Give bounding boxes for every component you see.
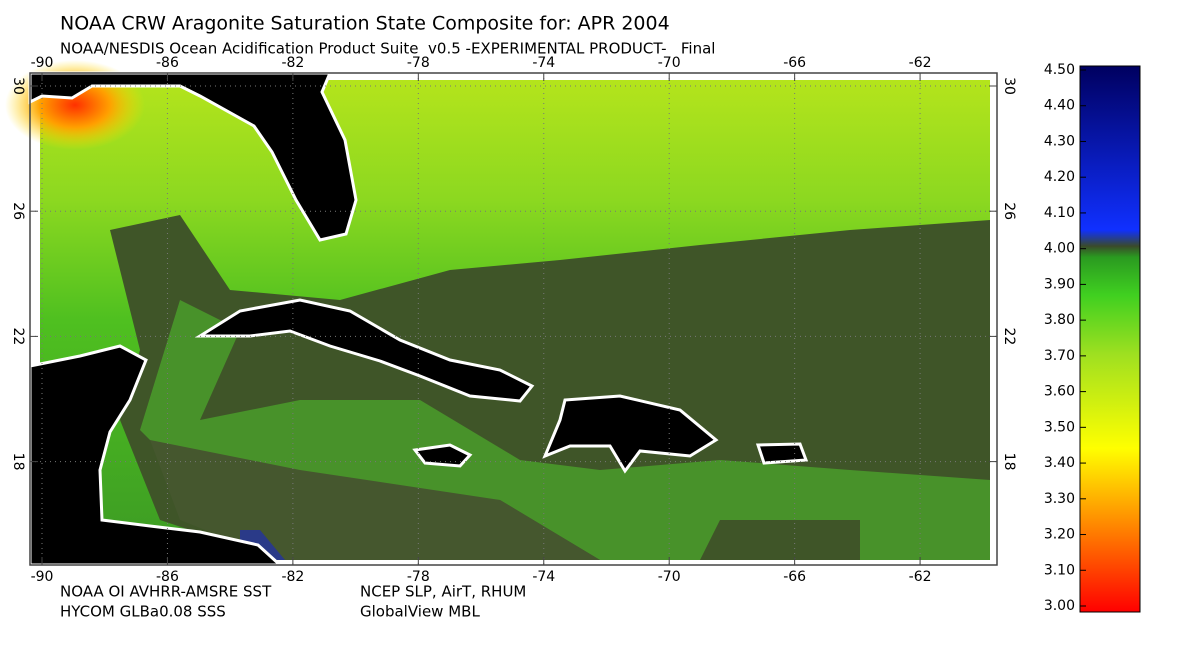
colorbar-label: 3.40: [1044, 455, 1075, 471]
colorbar-label: 4.50: [1044, 62, 1075, 78]
lon-tick-label: -86: [156, 55, 179, 71]
colorbar-label: 3.80: [1044, 312, 1075, 328]
lat-tick-label: 22: [10, 327, 26, 345]
colorbar-label: 4.00: [1044, 241, 1075, 257]
colorbar-label: 4.20: [1044, 169, 1075, 185]
footer-source: NCEP SLP, AirT, RHUM: [360, 583, 526, 601]
lat-tick-label: 18: [1001, 453, 1017, 471]
subtitle: NOAA/NESDIS Ocean Acidification Product …: [60, 40, 715, 58]
land-north: [28, 71, 358, 242]
title: NOAA CRW Aragonite Saturation State Comp…: [60, 13, 670, 35]
colorbar: [1079, 65, 1141, 613]
lat-tick-label: 30: [10, 77, 26, 95]
lon-tick-label: -66: [783, 55, 806, 71]
low-region-south: [150, 440, 600, 560]
colorbar-label: 3.90: [1044, 276, 1075, 292]
lat-tick-label: 30: [1001, 77, 1017, 95]
colorbar-label: 3.60: [1044, 384, 1075, 400]
lon-tick-label: -74: [532, 55, 555, 71]
lat-tick-label: 26: [10, 202, 26, 220]
puerto-rico: [755, 442, 809, 465]
lon-tick-label: -62: [909, 55, 932, 71]
footer-source: HYCOM GLBa0.08 SSS: [60, 603, 226, 621]
lon-tick-label: -70: [658, 55, 681, 71]
lon-tick-label: -78: [407, 55, 430, 71]
lat-tick-label: 26: [1001, 202, 1017, 220]
jamaica: [412, 443, 473, 468]
map-frame: [29, 72, 998, 566]
mid-region: [140, 300, 990, 560]
lon-tick-label: -90: [31, 569, 54, 585]
footer-source: GlobalView MBL: [360, 603, 480, 621]
lon-tick-label: -66: [783, 569, 806, 585]
lon-tick-label: -90: [31, 55, 54, 71]
lon-tick-label: -78: [407, 569, 430, 585]
lat-tick-label: 22: [1001, 327, 1017, 345]
colorbar-label: 4.40: [1044, 98, 1075, 114]
lon-tick-label: -82: [281, 569, 304, 585]
lon-tick-label: -62: [909, 569, 932, 585]
colorbar-label: 3.50: [1044, 419, 1075, 435]
colorbar-label: 3.70: [1044, 348, 1075, 364]
lon-tick-label: -70: [658, 569, 681, 585]
colorbar-label: 4.10: [1044, 205, 1075, 221]
cuba: [194, 298, 535, 403]
lon-tick-label: -74: [532, 569, 555, 585]
footer-source: NOAA OI AVHRR-AMSRE SST: [60, 583, 272, 601]
colorbar-label: 3.20: [1044, 527, 1075, 543]
map: [5, 60, 998, 567]
lon-tick-label: -86: [156, 569, 179, 585]
hispaniola: [542, 394, 719, 474]
colorbar-label: 4.30: [1044, 133, 1075, 149]
colorbar-label: 3.30: [1044, 491, 1075, 507]
lon-tick-label: -82: [281, 55, 304, 71]
colorbar-label: 3.00: [1044, 598, 1075, 614]
colorbar-label: 3.10: [1044, 562, 1075, 578]
lat-tick-label: 18: [10, 453, 26, 471]
land-west: [28, 344, 284, 567]
